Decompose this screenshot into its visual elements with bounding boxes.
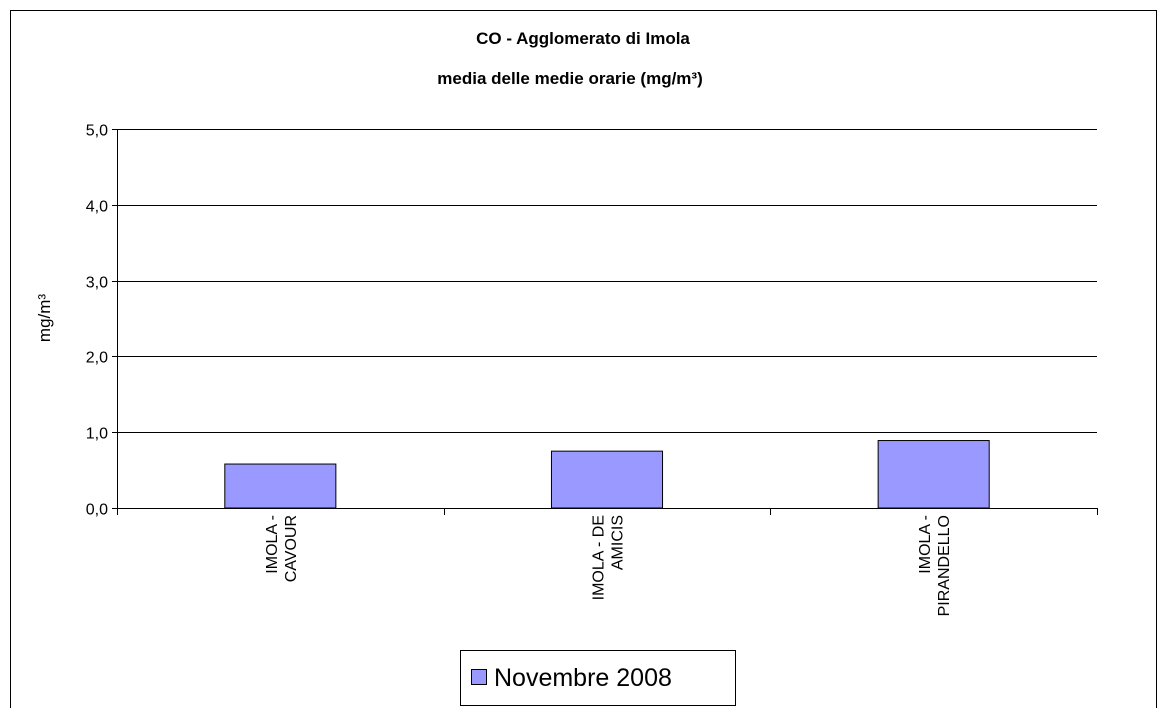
chart-frame (10, 10, 1157, 708)
y-tick-label: 0,0 (86, 502, 108, 519)
bar (224, 463, 337, 509)
y-tick-label: 4,0 (86, 199, 108, 216)
y-axis-label: mg/m³ (35, 294, 54, 343)
bar (550, 450, 664, 509)
x-tick-label: IMOLA - DE AMICIS (591, 515, 627, 600)
x-tick-label: IMOLA - PIRANDELLO (917, 515, 953, 616)
y-tick-label: 1,0 (86, 426, 108, 443)
chart-subtitle: media delle medie orarie (mg/m³) (437, 69, 702, 88)
legend-box (460, 650, 736, 706)
y-tick-label: 3,0 (86, 275, 108, 292)
y-tick-label: 2,0 (86, 350, 108, 367)
chart-title: CO - Agglomerato di Imola (476, 29, 690, 48)
legend-swatch (471, 669, 487, 685)
y-tick-label: 5,0 (86, 123, 108, 140)
bar (877, 440, 990, 509)
x-tick-label: IMOLA - CAVOUR (264, 515, 300, 582)
legend-label: Novembre 2008 (494, 664, 672, 692)
